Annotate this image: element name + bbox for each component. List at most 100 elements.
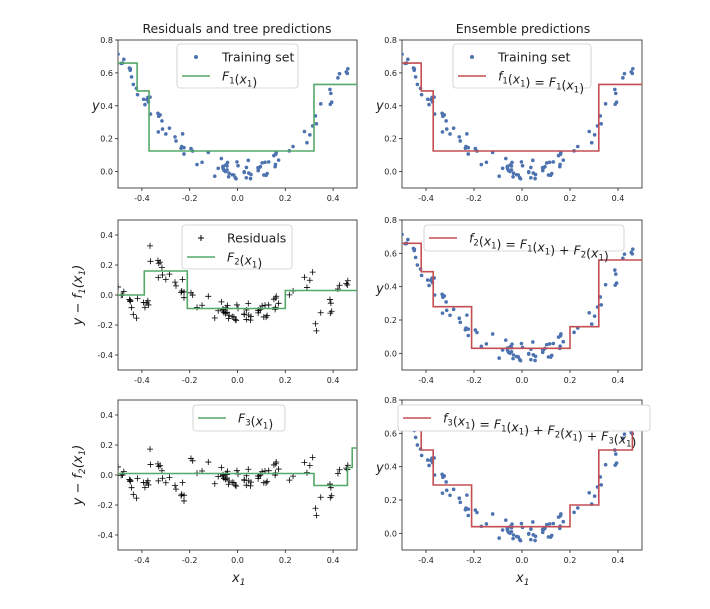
training-point [337, 71, 342, 76]
x-tick-label: -0.2 [466, 194, 482, 203]
training-point [551, 521, 556, 526]
training-point [505, 348, 510, 353]
training-point [135, 92, 140, 97]
training-point [548, 535, 553, 539]
residual-marker [211, 315, 218, 322]
training-point [551, 341, 556, 346]
residual-marker [133, 315, 140, 322]
training-point [141, 97, 146, 102]
y-tick-label: 0.8 [100, 36, 113, 45]
residual-marker [211, 480, 218, 487]
legend-dot [194, 55, 198, 59]
residual-marker [301, 459, 308, 466]
step-line [402, 409, 642, 528]
residual-marker [120, 288, 127, 295]
residual-marker [144, 477, 151, 484]
training-point [558, 344, 562, 348]
residual-marker [159, 271, 166, 278]
training-point [143, 102, 147, 107]
title-left: Residuals and tree predictions [142, 21, 331, 36]
training-point [622, 71, 627, 76]
training-point [592, 133, 597, 137]
training-point [448, 493, 452, 498]
training-point [246, 158, 251, 163]
training-point [592, 314, 597, 318]
training-point [441, 295, 445, 300]
training-point [511, 356, 515, 361]
ylabel-p4: y [375, 282, 384, 297]
residual-marker [233, 467, 240, 474]
training-point [346, 66, 350, 71]
training-point [441, 475, 445, 480]
training-point [419, 273, 424, 278]
residual-marker [155, 260, 162, 267]
training-point [174, 139, 178, 143]
residual-marker [343, 280, 350, 287]
x-tick-label: 0.2 [564, 376, 577, 385]
training-point [529, 175, 533, 180]
residual-marker [264, 312, 271, 319]
training-point [458, 500, 463, 505]
training-point [587, 310, 592, 315]
training-point [457, 316, 462, 320]
residual-marker [178, 289, 185, 296]
training-point [164, 132, 168, 136]
x-tick-label: 0.2 [564, 194, 577, 203]
training-point [425, 97, 430, 102]
training-point [160, 127, 165, 131]
residual-marker [275, 466, 282, 473]
training-point [122, 57, 126, 62]
x-tick-label: 0.0 [516, 376, 529, 385]
x-tick-label: -0.4 [418, 376, 434, 385]
training-point [526, 532, 531, 536]
legend-entry-residuals: Residuals [227, 231, 286, 246]
training-point [258, 164, 263, 169]
residual-marker [140, 479, 147, 486]
residual-marker [199, 302, 206, 309]
residual-marker [145, 481, 152, 488]
training-point [556, 153, 561, 158]
training-point [466, 152, 471, 156]
training-point [156, 130, 161, 134]
training-point [561, 339, 566, 344]
step-line [118, 447, 357, 487]
residual-marker [118, 283, 122, 290]
residual-marker [327, 494, 334, 501]
training-point [500, 528, 505, 532]
training-point [533, 538, 537, 543]
training-point [413, 75, 418, 79]
training-point [533, 176, 537, 181]
residual-marker [225, 481, 232, 488]
training-point [531, 520, 535, 524]
panel-top-left: -0.4 -0.2 0.0 0.2 0.4 0.0 0.2 0.4 0.6 0.8 [100, 36, 358, 203]
training-point [497, 174, 501, 179]
training-point [441, 114, 445, 119]
plot-area [118, 446, 357, 519]
x-tick-label: 0.4 [327, 194, 340, 203]
residual-marker [326, 296, 333, 303]
training-point [630, 71, 635, 76]
training-point [413, 255, 418, 260]
training-point [551, 160, 556, 164]
training-point [225, 160, 230, 165]
legend-p5: F3(x1) [192, 404, 286, 432]
training-point [510, 160, 514, 165]
residual-marker [173, 486, 180, 493]
training-point [500, 348, 505, 352]
training-point [533, 358, 537, 363]
x-tick-label: 0.0 [231, 194, 244, 203]
plot-area [402, 232, 642, 363]
x-tick-label: -0.2 [182, 194, 198, 203]
training-point [276, 158, 281, 162]
training-point [531, 340, 535, 344]
residual-marker [218, 298, 225, 305]
residual-marker [180, 294, 187, 301]
training-point [503, 156, 508, 161]
residual-marker [224, 302, 231, 309]
y-tick-label: 0.8 [384, 36, 397, 45]
training-point [603, 282, 608, 287]
training-point [544, 161, 549, 165]
residual-marker [336, 282, 343, 289]
plot-area [118, 52, 357, 181]
